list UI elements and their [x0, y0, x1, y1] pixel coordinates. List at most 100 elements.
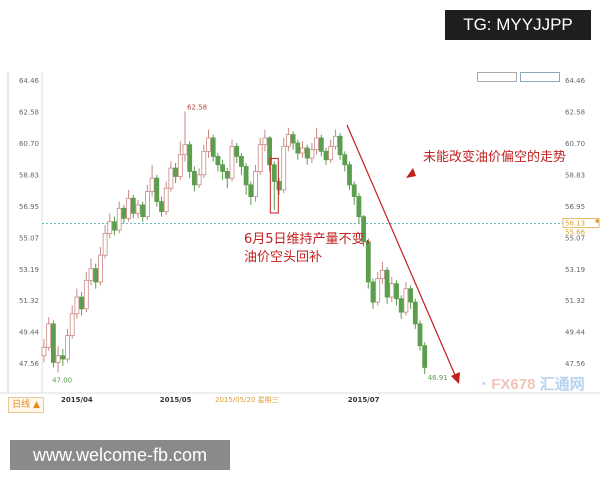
crosshair-price-box	[562, 218, 600, 228]
candle-body	[177, 154, 183, 177]
candle-body	[159, 201, 164, 213]
x-tick-label: 2015/05	[160, 396, 192, 404]
candle-body	[379, 269, 385, 280]
y-tick-label-right: 47.56	[565, 360, 586, 368]
candle-body	[69, 313, 75, 337]
y-tick-label-right: 60.70	[565, 140, 585, 148]
candle-body	[347, 164, 352, 186]
period-tab[interactable]: 日线 ▲	[8, 397, 44, 413]
y-tick-label-left: 60.70	[19, 140, 39, 148]
candle-body	[116, 207, 122, 231]
candle-body	[173, 167, 179, 177]
candle-body	[215, 155, 221, 166]
y-tick-label-right: 51.32	[565, 297, 585, 305]
candle-body	[187, 144, 193, 172]
candle-body	[51, 323, 56, 363]
y-tick-label-right: 64.46	[565, 77, 586, 85]
candle-body	[375, 278, 381, 303]
low-label: 47.00	[52, 376, 72, 384]
y-tick-label-right: 55.07	[565, 234, 585, 242]
candle-body	[79, 296, 84, 310]
y-tick-label-left: 53.19	[19, 266, 39, 274]
candle-body	[201, 150, 207, 176]
crosshair-price-label: 56.13	[565, 219, 585, 227]
candle-body	[408, 288, 414, 303]
candle-body	[206, 137, 211, 152]
candle-body	[276, 181, 282, 191]
candle-body	[55, 355, 61, 363]
logo-suffix: 汇通网	[539, 376, 585, 393]
candle-body	[149, 177, 155, 192]
x-tick-label: 2015/04	[61, 396, 93, 404]
candle-body	[389, 283, 395, 298]
candle-body	[281, 145, 287, 191]
candle-body	[257, 144, 263, 172]
y-tick-label-right: 58.83	[565, 171, 585, 179]
candle-body	[163, 187, 169, 213]
candle-body	[130, 197, 136, 214]
candle-body	[384, 269, 390, 298]
y-tick-label-left: 64.46	[19, 77, 40, 85]
y-tick-label-left: 58.83	[19, 171, 39, 179]
toolbar-button[interactable]	[520, 72, 560, 82]
toolbar-button[interactable]	[477, 72, 517, 82]
candle-body	[304, 147, 310, 159]
candle-body	[295, 142, 301, 154]
y-tick-label-left: 47.56	[19, 360, 40, 368]
candle-body	[46, 323, 52, 348]
candle-body	[107, 221, 113, 234]
candle-body	[154, 177, 160, 203]
logo: ◔ FX678 汇通网	[478, 376, 585, 393]
trend-arrow-line	[346, 124, 456, 376]
y-tick-label-right: 53.19	[565, 266, 585, 274]
june5-line2: 油价空头回补	[244, 250, 323, 265]
candle-body	[98, 254, 103, 283]
candle-body	[229, 145, 235, 179]
candle-body	[328, 145, 334, 161]
candle-body	[83, 279, 89, 310]
x-tick-label: 2015/07	[348, 396, 380, 404]
y-tick-label-left: 55.07	[19, 234, 39, 242]
june5-annotation: 6月5日维持产量不变， 油价空头回补	[244, 231, 378, 267]
candle-body	[337, 135, 343, 156]
candle-body	[271, 164, 277, 182]
candle-body	[135, 204, 141, 214]
candle-body	[398, 298, 404, 313]
crosshair-marker: ◆	[595, 217, 600, 224]
candle-body	[356, 196, 362, 218]
candle-body	[60, 355, 66, 360]
candle-body	[102, 233, 108, 256]
candle-body	[332, 135, 338, 147]
candle-body	[126, 197, 131, 219]
candle-body	[74, 296, 80, 315]
crosshair-price-label: 55.66	[565, 228, 586, 236]
candle-body	[248, 184, 254, 197]
trend-arrow-head	[451, 372, 460, 384]
candle-body	[220, 164, 226, 172]
candle-body	[290, 134, 296, 144]
candle-body	[191, 171, 197, 186]
candle-body	[394, 283, 399, 300]
high-label: 62.58	[187, 103, 207, 111]
y-tick-label-left: 49.44	[19, 329, 40, 337]
candle-body	[196, 174, 202, 186]
y-tick-label-left: 62.58	[19, 108, 39, 116]
logo-prefix: FX678	[491, 376, 536, 393]
candle-body	[238, 155, 244, 167]
candle-body	[314, 137, 320, 151]
crosshair-date-label: 2015/05/20 星期三	[215, 396, 279, 404]
candle-body	[182, 144, 188, 156]
candle-body	[370, 281, 376, 303]
candle-body	[342, 154, 348, 166]
candle-body	[210, 137, 216, 157]
highlight-box	[269, 157, 279, 214]
last-low-label: 46.91	[428, 374, 448, 382]
candle-body	[318, 137, 324, 152]
trend-annotation: 未能改变油价偏空的走势	[423, 150, 567, 165]
candle-body	[412, 301, 418, 325]
watermark-top: TG: MYYJJPP	[445, 10, 591, 40]
candle-body	[93, 268, 99, 283]
y-tick-label-right: 62.58	[565, 108, 585, 116]
candle-body	[144, 191, 150, 218]
y-tick-label-left: 56.95	[19, 203, 39, 211]
